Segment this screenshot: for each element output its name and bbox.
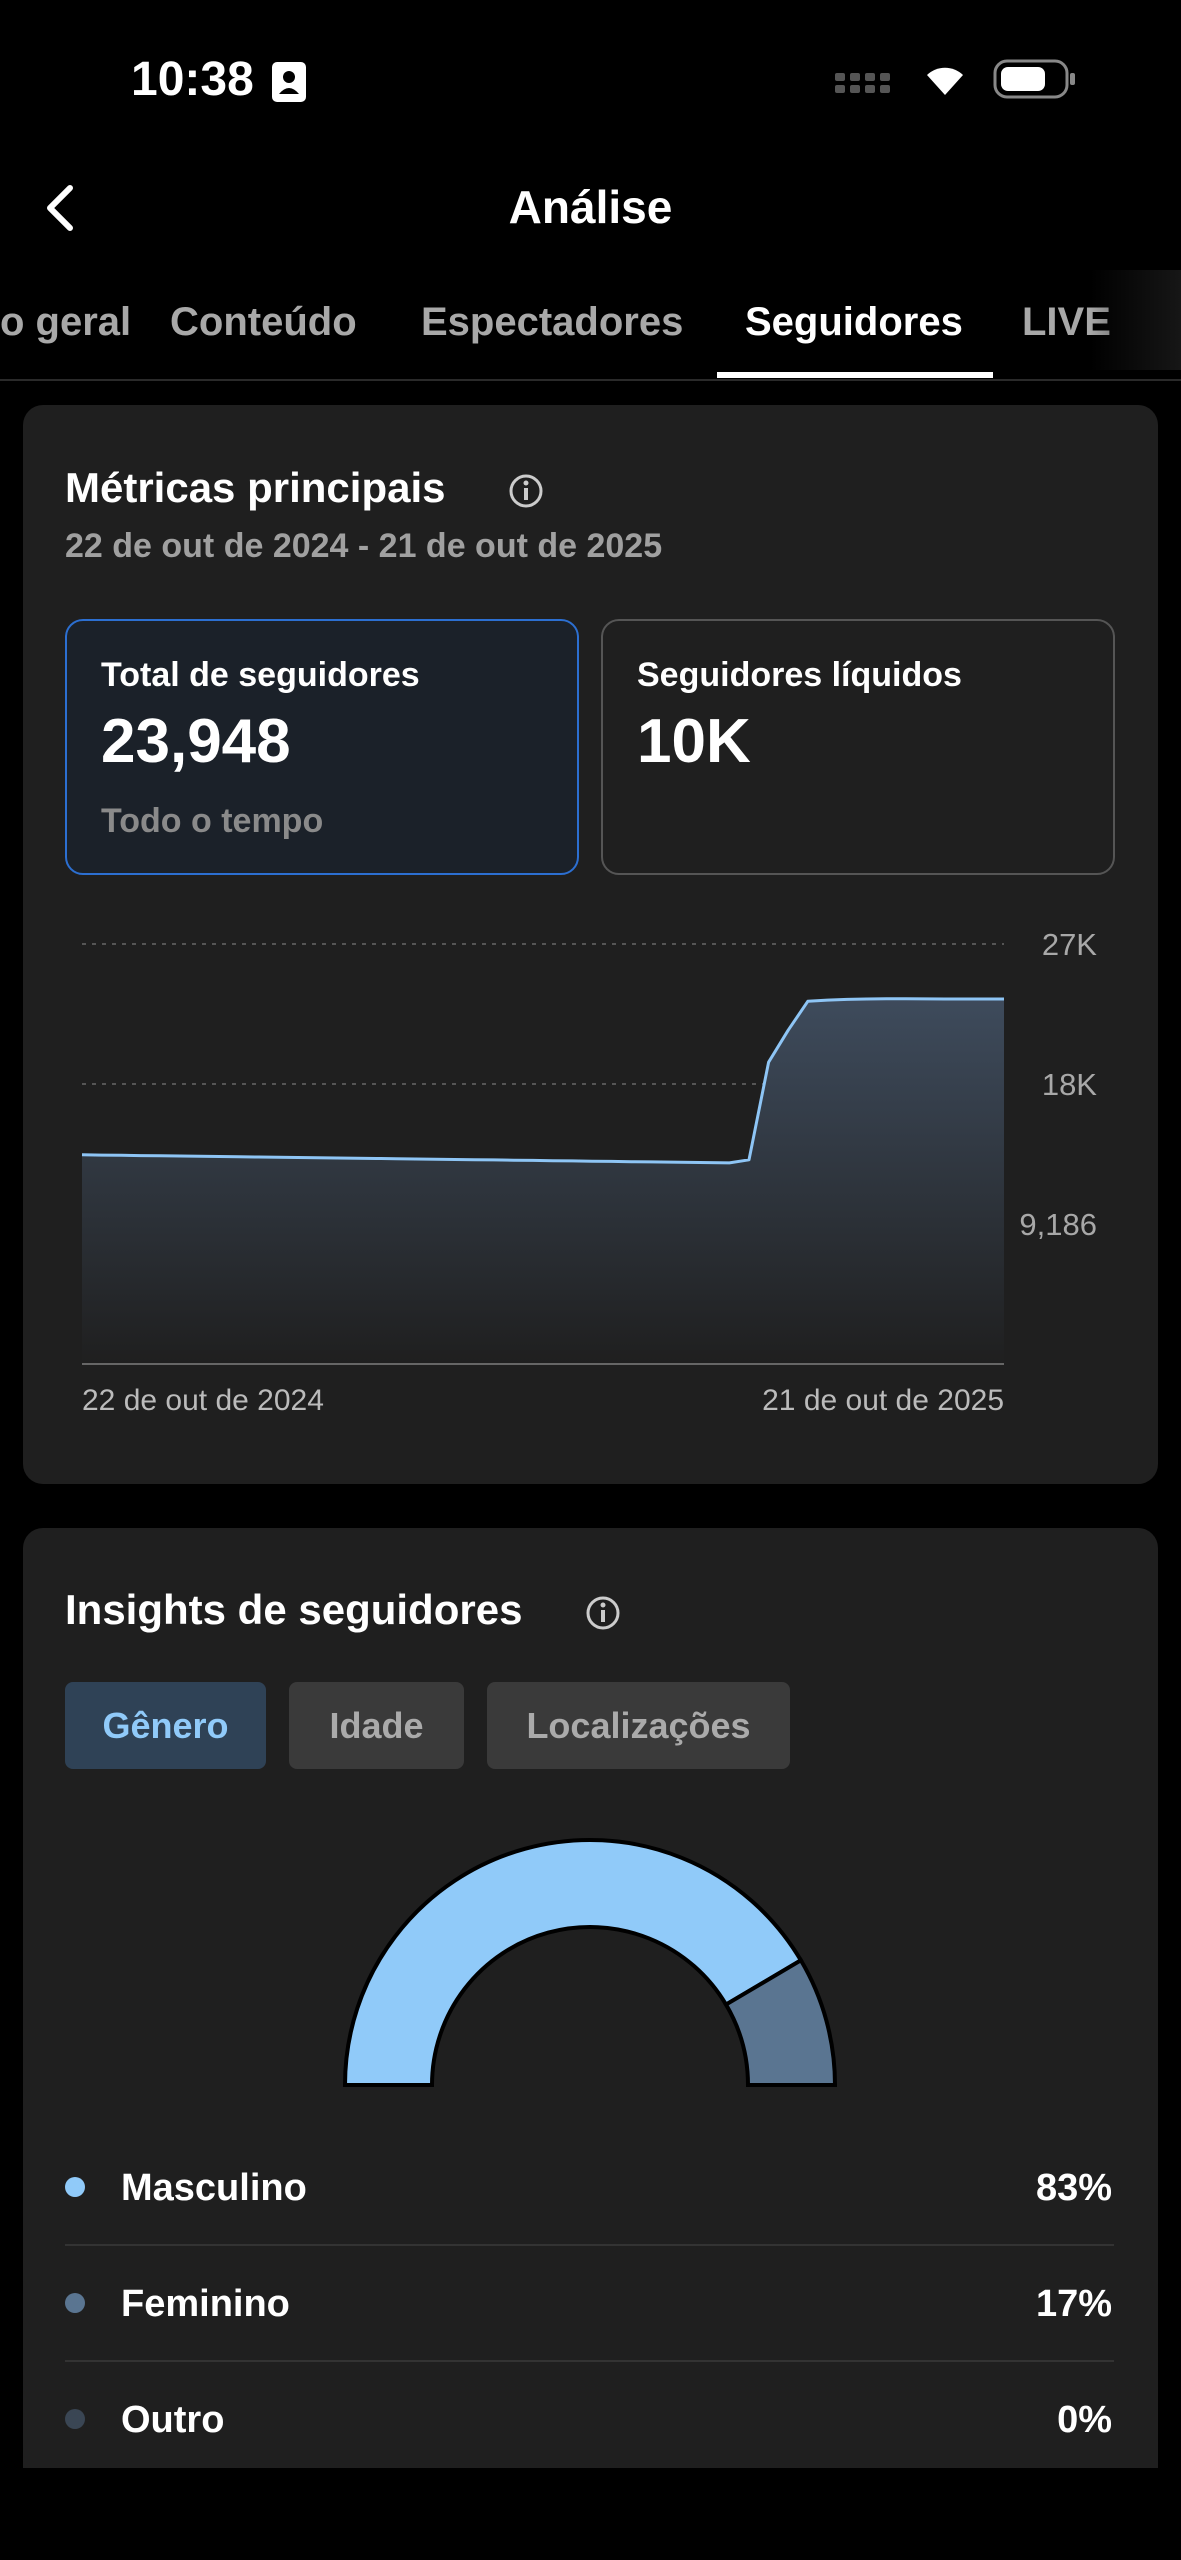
y-tick-label: 27K [1042,927,1097,962]
date-range: 22 de out de 2024 - 21 de out de 2025 [65,527,663,565]
metric-card[interactable] [65,619,579,875]
section-title: Insights de seguidores [65,1586,523,1633]
contact-icon [272,62,306,102]
tab[interactable]: Seguidores [745,300,963,344]
legend-value: 0% [1057,2399,1112,2441]
back-button[interactable] [40,182,80,234]
metric-card[interactable] [601,619,1115,875]
divider [0,379,1181,381]
status-icons [835,59,1075,99]
donut-segment [723,1957,838,2087]
metric-label: Total de seguidores [101,656,420,694]
metric-note: Todo o tempo [101,802,324,840]
legend-dot [65,2293,85,2313]
section-title: Métricas principais [65,464,446,511]
metric-value: 23,948 [101,707,291,776]
tab[interactable]: Conteúdo [170,300,357,344]
filter-pill[interactable]: Idade [289,1682,464,1769]
x-tick-label: 22 de out de 2024 [82,1384,324,1417]
area [82,998,1004,1364]
metric-label: Seguidores líquidos [637,656,962,694]
legend-value: 17% [1036,2283,1112,2325]
filter-pill[interactable]: Localizações [487,1682,790,1769]
clock: 10:38 [131,53,254,106]
filter-pill[interactable]: Gênero [65,1682,266,1769]
legend-label: Outro [121,2399,224,2441]
legend-dot [65,2177,85,2197]
legend-label: Masculino [121,2167,307,2209]
donut-segment [342,1838,804,2087]
legend-value: 83% [1036,2167,1112,2209]
gender-chart: Masculino 83% Feminino 17% Outro 0% [65,1838,1114,2441]
page-title: Análise [508,181,673,233]
line [81,997,1004,1165]
x-tick-label: 21 de out de 2025 [762,1384,1004,1417]
followers-chart: 9,186 18K 27K 22 de out de 2024 21 de out de… [81,927,1097,1417]
y-tick-label: 9,186 [1019,1207,1097,1242]
legend-dot [65,2409,85,2429]
tab-indicator [717,372,993,378]
tab[interactable]: Espectadores [421,300,684,344]
info-icon[interactable] [584,1594,622,1632]
tab-fade [1090,270,1181,370]
legend-label: Feminino [121,2283,290,2325]
metric-value: 10K [637,707,751,776]
tab[interactable]: o geral [0,300,132,344]
info-icon[interactable] [507,472,545,510]
y-tick-label: 18K [1042,1067,1097,1102]
